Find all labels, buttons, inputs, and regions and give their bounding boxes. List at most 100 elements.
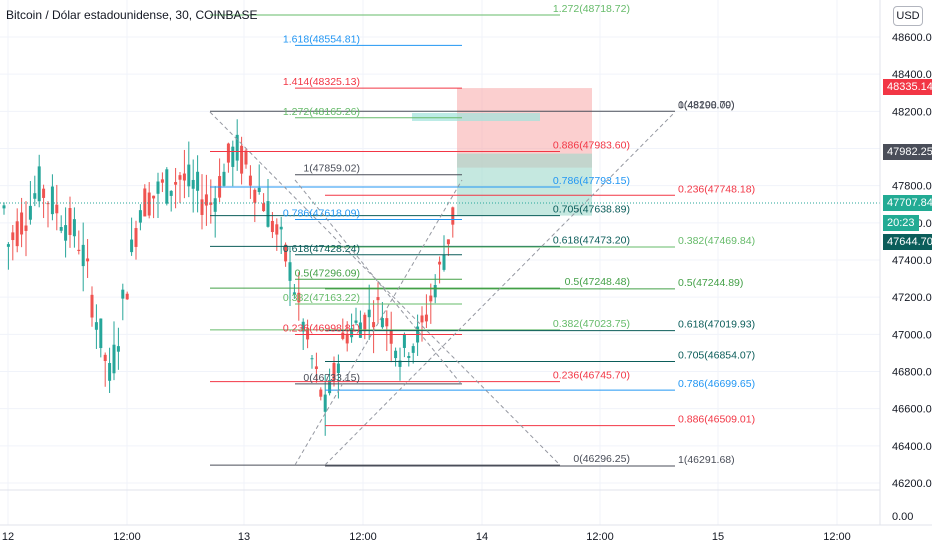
- candle-body: [292, 292, 296, 295]
- fib-label: 0(46733.15): [303, 372, 360, 384]
- candle-body: [152, 195, 156, 199]
- candle-body: [11, 232, 15, 241]
- candle-body: [248, 175, 252, 186]
- volume-tick-label: 0.00: [892, 511, 913, 523]
- candle-body: [284, 244, 288, 262]
- price-axis: 48600.0048400.0048200.0048000.0047800.00…: [892, 32, 932, 523]
- price-tick-label: 46600.00: [892, 404, 932, 416]
- candlesticks: [2, 119, 455, 436]
- candle-body: [2, 205, 6, 209]
- candle-body: [103, 354, 107, 362]
- candle-body: [24, 225, 28, 231]
- fib-levels: [210, 14, 675, 467]
- fib-label: 0(46296.25): [573, 453, 630, 465]
- price-tag: 47707.84: [883, 195, 932, 211]
- fib-label: 0.236(46745.70): [553, 370, 630, 382]
- candle-body: [116, 346, 120, 352]
- fib-label: 1.618(48554.81): [283, 33, 360, 45]
- candle-body: [429, 295, 433, 302]
- trend-line: [294, 179, 463, 386]
- fib-label: 1.272(48165.26): [283, 106, 360, 118]
- candle-body: [363, 314, 367, 332]
- candle-body: [389, 329, 393, 344]
- candle-body: [380, 318, 384, 328]
- candle-body: [169, 190, 173, 196]
- time-tick-label: 12:00: [586, 531, 614, 543]
- candle-body: [442, 254, 446, 270]
- candle-body: [33, 193, 37, 199]
- candle-body: [446, 239, 450, 245]
- fib-label: 0.382(47163.22): [283, 292, 360, 304]
- candle-body: [301, 321, 305, 332]
- candle-body: [182, 173, 186, 181]
- candle-body: [130, 239, 134, 253]
- candle-body: [297, 292, 301, 303]
- price-tick-label: 48400.00: [892, 69, 932, 81]
- candle-body: [68, 208, 72, 235]
- candle-body: [270, 220, 274, 233]
- price-tag: 47644.70: [883, 234, 932, 250]
- candle-body: [279, 226, 283, 230]
- candle-body: [306, 328, 310, 340]
- candle-body: [213, 198, 217, 212]
- fib-label: 0.705(47638.89): [553, 204, 630, 216]
- candle-body: [174, 182, 178, 185]
- candle-body: [226, 143, 230, 163]
- candle-body: [209, 202, 213, 205]
- candle-body: [319, 389, 323, 397]
- fib-label: 1(48200.70): [678, 99, 735, 111]
- candle-body: [59, 227, 63, 231]
- price-tick-label: 47400.00: [892, 255, 932, 267]
- candle-body: [134, 228, 138, 247]
- candle-body: [398, 360, 402, 367]
- time-tick-label: 12: [2, 531, 14, 543]
- candle-body: [222, 171, 226, 186]
- candle-body: [46, 203, 50, 205]
- candle-body: [336, 363, 340, 374]
- candle-body: [323, 394, 327, 412]
- position-boxes: [412, 88, 592, 216]
- time-tick-label: 12:00: [113, 531, 141, 543]
- candle-body: [253, 189, 257, 203]
- candle-body: [50, 186, 54, 215]
- candle-body: [81, 244, 85, 267]
- candle-body: [376, 297, 380, 301]
- candle-body: [64, 225, 68, 241]
- price-tick-label: 46800.00: [892, 367, 932, 379]
- candle-body: [240, 145, 244, 174]
- fib-label: 0.786(47618.09): [283, 207, 360, 219]
- candle-body: [191, 179, 195, 189]
- candle-body: [187, 164, 191, 187]
- trend-line: [294, 179, 463, 466]
- fib-label: 0.618(47428.24): [283, 243, 360, 255]
- candle-body: [90, 294, 94, 318]
- candle-body: [200, 199, 204, 215]
- fib-label: 0.5(47248.48): [565, 276, 630, 288]
- candle-body: [72, 219, 76, 237]
- currency-button[interactable]: USD: [893, 6, 923, 26]
- fib-label: 0.705(46854.07): [678, 349, 755, 361]
- candle-body: [367, 309, 371, 318]
- price-tick-label: 46400.00: [892, 441, 932, 453]
- fib-label: 0.618(47019.93): [678, 319, 755, 331]
- candle-body: [156, 181, 160, 194]
- price-tag: 20:23: [883, 215, 919, 231]
- candle-body: [345, 333, 349, 344]
- fib-label: 0.618(47473.20): [553, 234, 630, 246]
- candle-body: [288, 262, 292, 281]
- candle-body: [42, 188, 46, 198]
- candle-body: [37, 166, 41, 202]
- fib-label: 0.886(46509.01): [678, 414, 755, 426]
- candle-body: [438, 261, 442, 265]
- candle-body: [394, 350, 398, 359]
- time-tick-label: 13: [238, 531, 250, 543]
- candle-body: [235, 134, 239, 161]
- time-tick-label: 14: [476, 531, 488, 543]
- price-tick-label: 48600.00: [892, 32, 932, 44]
- candle-body: [266, 201, 270, 227]
- trend-lines: [209, 111, 676, 466]
- candle-body: [178, 175, 182, 180]
- candle-body: [385, 318, 389, 327]
- candle-body: [99, 318, 103, 349]
